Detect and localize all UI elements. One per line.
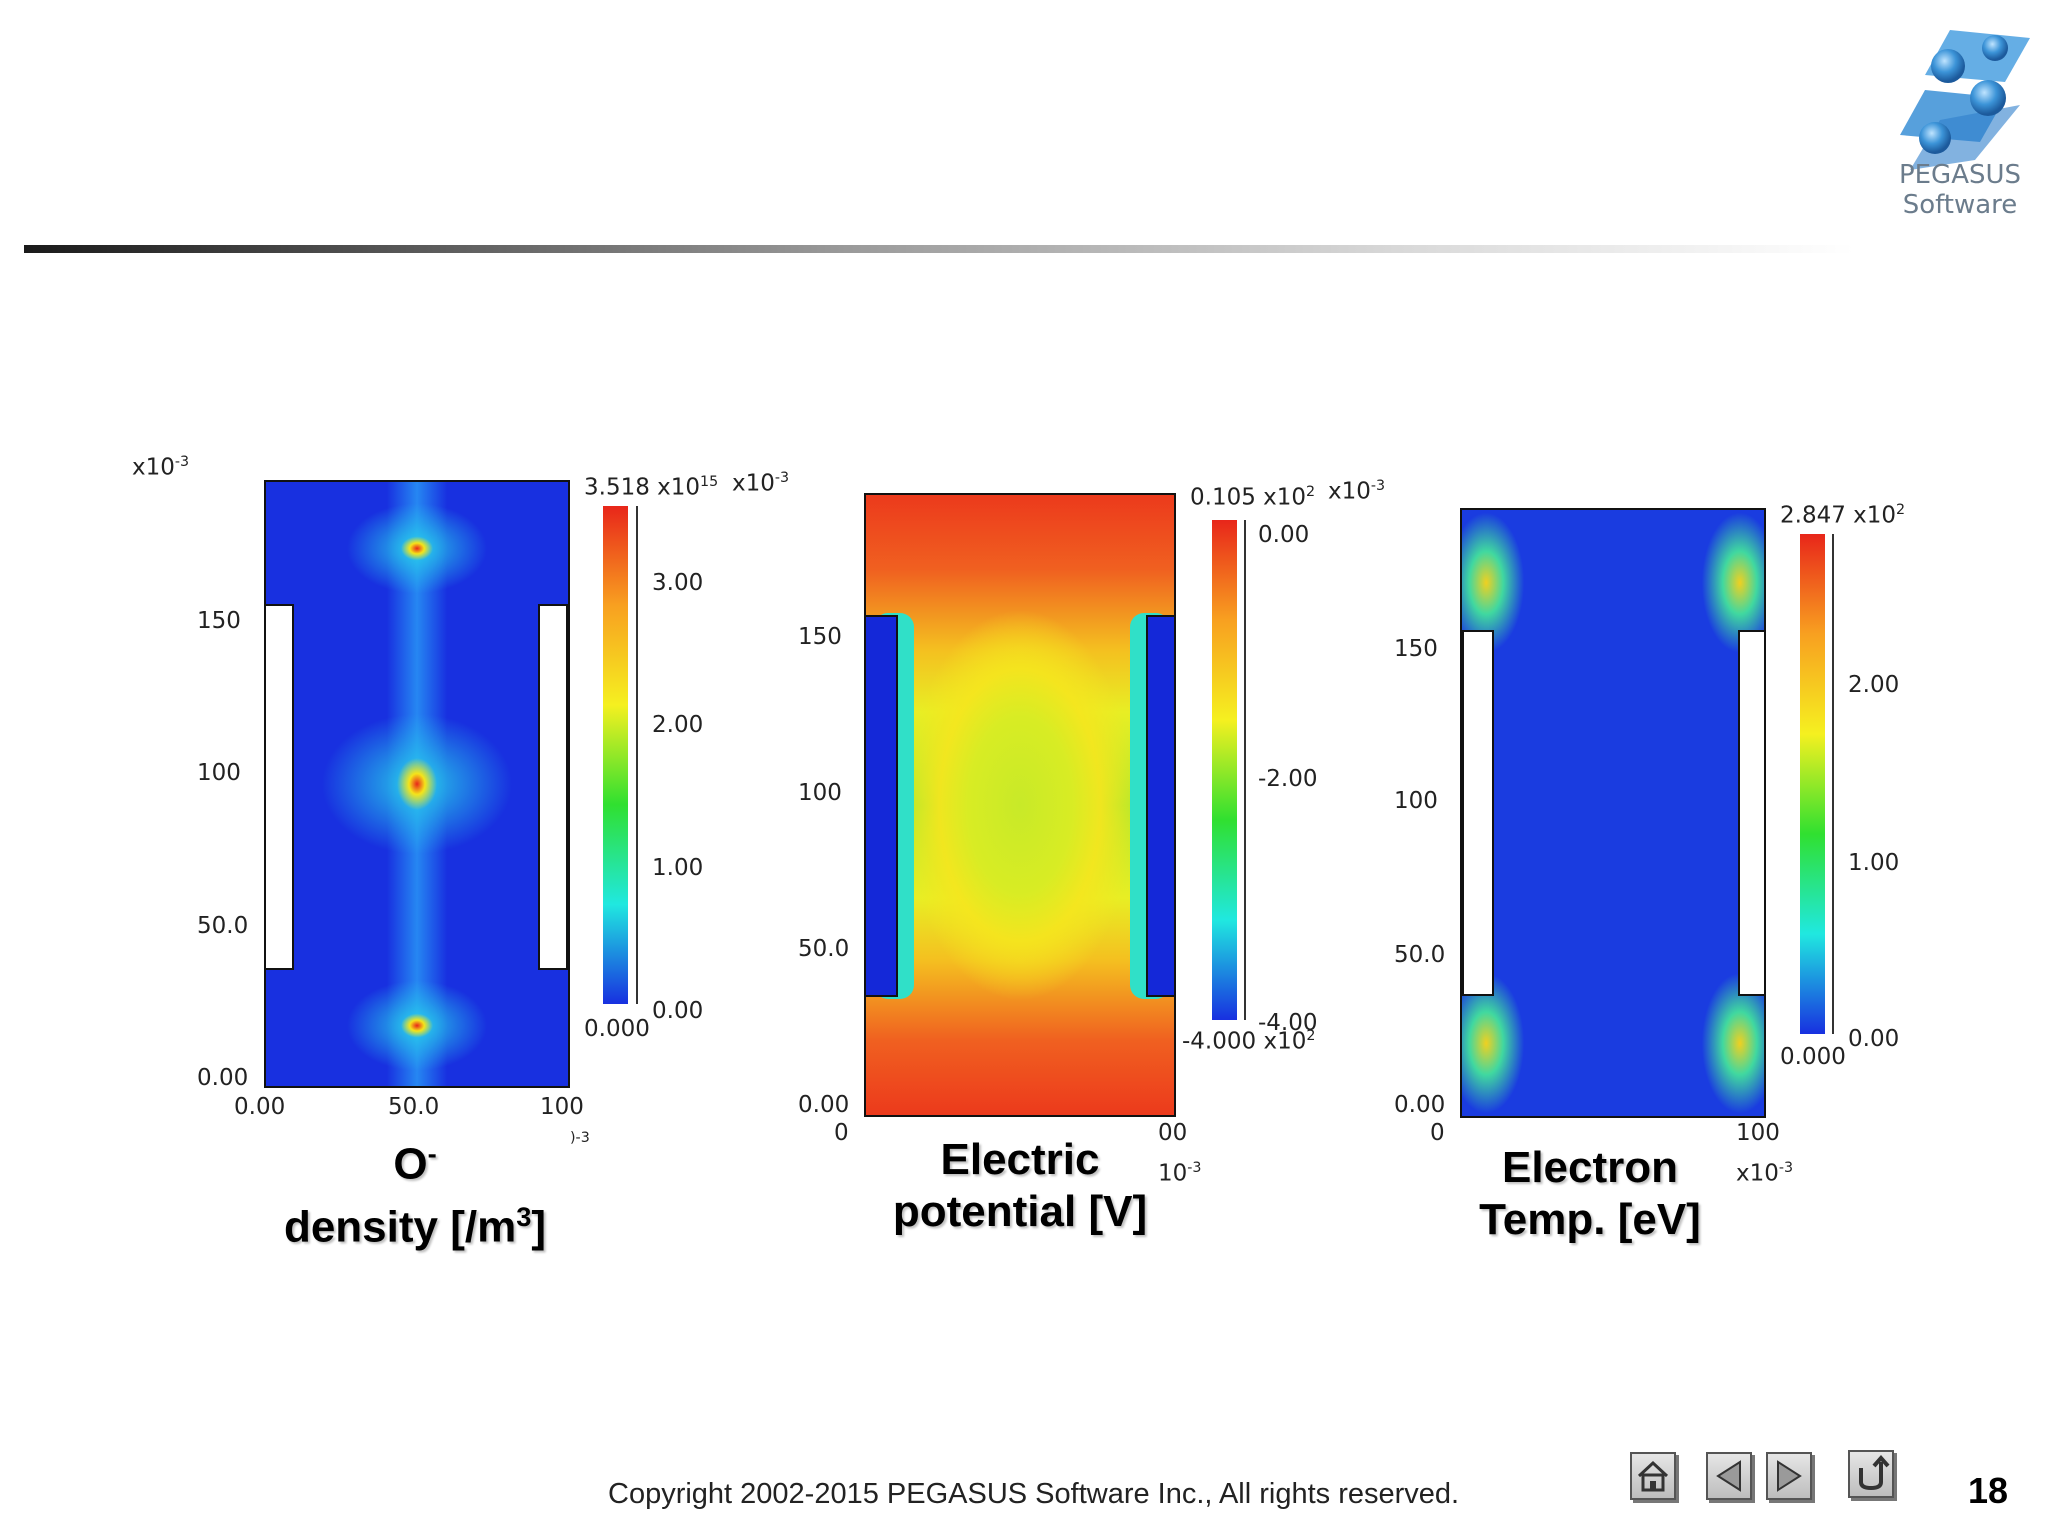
temperature-plot <box>1460 508 1766 1118</box>
logo-text-line2: Software <box>1902 190 2018 220</box>
y-multiplier-label: x10-3 <box>732 470 790 497</box>
y-tick: 100 <box>798 780 842 806</box>
x-tick: 100 <box>1736 1120 1780 1146</box>
colorbar-tick: 3.00 <box>652 570 704 596</box>
density-plot <box>264 480 570 1088</box>
density-colorbar <box>603 506 628 1004</box>
pegasus-logo-icon <box>1900 30 2030 170</box>
next-icon <box>1777 1460 1802 1492</box>
left-electrode <box>1462 630 1494 996</box>
colorbar-tick: 0.00 <box>1258 522 1310 548</box>
y-multiplier-label: x10-3 <box>132 454 190 481</box>
temperature-colorbar <box>1800 534 1825 1034</box>
x-multiplier-label: x10-3 <box>1736 1160 1794 1187</box>
potential-caption: Electric potential [V] <box>892 1135 1148 1236</box>
colorbar-tick: 1.00 <box>1848 850 1900 876</box>
y-tick: 0.00 <box>197 1065 249 1091</box>
colorbar-axis <box>636 506 638 1004</box>
header-divider <box>24 245 1854 253</box>
previous-icon <box>1716 1460 1741 1492</box>
right-electrode <box>538 604 568 970</box>
temperature-caption: Electron Temp. [eV] <box>1479 1143 1701 1244</box>
next-button[interactable] <box>1766 1452 1812 1500</box>
colorbar-min-label: 0.000 <box>1780 1044 1846 1070</box>
y-tick: 0.00 <box>1394 1092 1446 1118</box>
colorbar-tick: -2.00 <box>1258 766 1318 792</box>
x-tick: 00 <box>1158 1120 1188 1146</box>
colorbar-tick: 2.00 <box>652 712 704 738</box>
colorbar-max-label: 0.105 x102 <box>1190 484 1316 511</box>
y-tick: 50.0 <box>197 913 249 939</box>
previous-button[interactable] <box>1706 1452 1752 1500</box>
y-tick: 50.0 <box>1394 942 1446 968</box>
home-button[interactable] <box>1630 1452 1676 1500</box>
x-tick: 50.0 <box>388 1094 440 1120</box>
y-tick: 50.0 <box>798 936 850 962</box>
y-tick: 150 <box>197 608 241 634</box>
potential-plot <box>864 493 1176 1117</box>
x-multiplier-label: )-3 <box>570 1130 590 1146</box>
colorbar-axis <box>1244 520 1246 1020</box>
y-tick: 150 <box>1394 636 1438 662</box>
colorbar-max-label: 3.518 x1015 <box>584 474 719 501</box>
colorbar-axis <box>1832 534 1834 1034</box>
colorbar-min-label: -4.000 x102 <box>1182 1028 1316 1055</box>
x-tick: 0 <box>1430 1120 1445 1146</box>
return-icon <box>1859 1454 1890 1491</box>
y-tick: 100 <box>1394 788 1438 814</box>
colorbar-min-label: 0.000 <box>584 1016 650 1042</box>
right-electrode <box>1738 630 1764 996</box>
x-multiplier-label: 10-3 <box>1158 1160 1202 1187</box>
x-tick: 0.00 <box>234 1094 286 1120</box>
colorbar-tick: 2.00 <box>1848 672 1900 698</box>
x-tick: 100 <box>540 1094 584 1120</box>
logo-text-line1: PEGASUS <box>1898 160 2022 190</box>
y-tick: 100 <box>197 760 241 786</box>
y-tick: 150 <box>798 624 842 650</box>
left-electrode <box>866 615 898 997</box>
left-electrode <box>266 604 294 970</box>
page-number: 18 <box>1968 1470 2009 1511</box>
y-multiplier-label-extra: x10-3 <box>1328 478 1386 505</box>
colorbar-tick: 0.00 <box>652 998 704 1024</box>
return-button[interactable] <box>1848 1450 1894 1498</box>
colorbar-tick: 1.00 <box>652 855 704 881</box>
x-tick: 0 <box>834 1120 849 1146</box>
right-electrode <box>1146 615 1174 997</box>
density-caption: O- density [/m3] <box>283 1138 547 1252</box>
y-tick: 0.00 <box>798 1092 850 1118</box>
potential-colorbar <box>1212 520 1237 1020</box>
home-icon <box>1637 1460 1669 1492</box>
colorbar-max-label: 2.847 x102 <box>1780 502 1906 529</box>
copyright-text: Copyright 2002-2015 PEGASUS Software Inc… <box>608 1478 1460 1510</box>
colorbar-tick: -4.00 <box>1258 1010 1318 1036</box>
colorbar-tick: 0.00 <box>1848 1026 1900 1052</box>
